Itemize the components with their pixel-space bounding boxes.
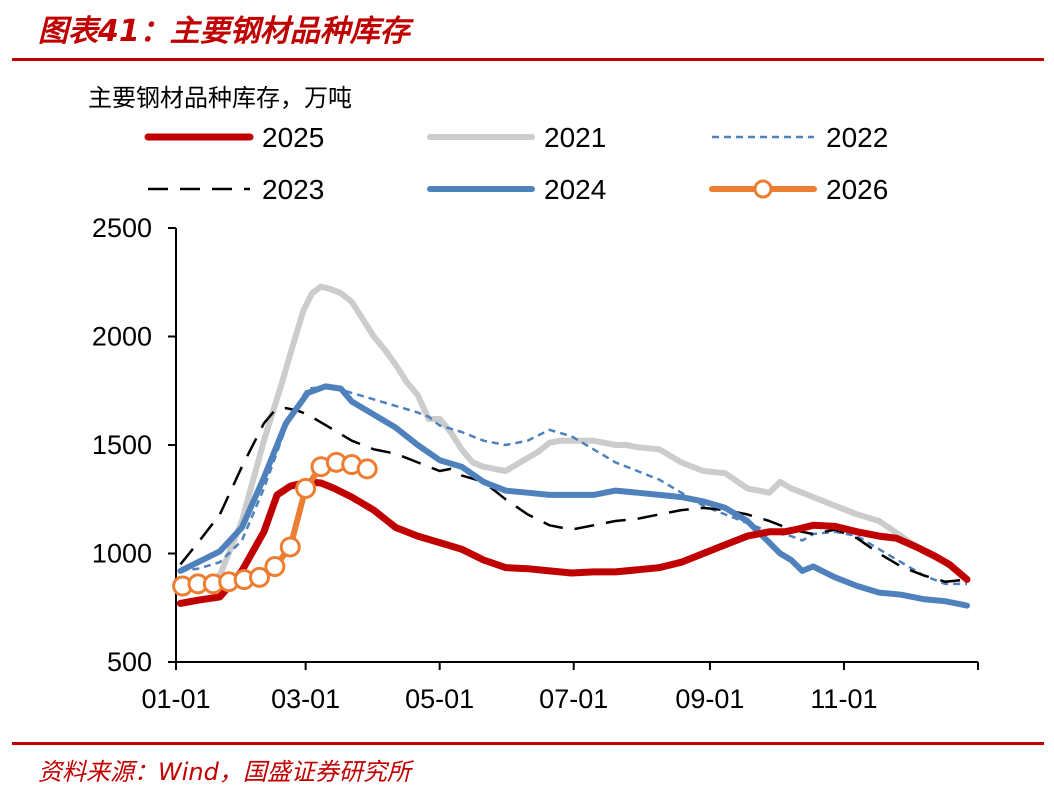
legend: 2025 2021 2022 2023 2024 2026 <box>144 122 888 205</box>
legend-label-2023: 2023 <box>262 174 324 205</box>
legend-label-2021: 2021 <box>544 122 606 153</box>
x-tick-label: 11-01 <box>810 684 877 714</box>
axes <box>175 228 978 663</box>
series-marker-2026 <box>248 566 270 588</box>
footer-divider <box>12 742 1044 745</box>
legend-label-2022: 2022 <box>826 122 888 153</box>
series-group <box>172 283 971 609</box>
series-marker-2026 <box>295 477 317 499</box>
legend-label-2026: 2026 <box>826 174 888 205</box>
y-tick-label: 2500 <box>92 213 152 243</box>
y-tick-label: 1000 <box>92 539 152 569</box>
series-line-2023 <box>179 406 968 583</box>
series-marker-2026 <box>279 536 301 558</box>
title-divider <box>12 58 1044 61</box>
legend-marker-2026 <box>753 179 773 199</box>
source-note: 资料来源：Wind，国盛证券研究所 <box>38 758 411 786</box>
x-tick-label: 01-01 <box>141 684 210 714</box>
legend-label-2024: 2024 <box>544 174 606 205</box>
y-tick-label: 1500 <box>92 430 152 460</box>
series-line-2022 <box>180 385 967 586</box>
figure-title: 图表41：主要钢材品种库存 <box>38 14 410 49</box>
y-tick-label: 500 <box>107 647 152 677</box>
legend-label-2025: 2025 <box>262 122 324 153</box>
x-ticks: 01-01 03-01 05-01 07-01 09-01 11-01 <box>141 662 979 714</box>
series-marker-2026 <box>264 556 286 578</box>
x-tick-label: 03-01 <box>271 684 340 714</box>
y-ticks: 500 1000 1500 2000 2500 <box>92 213 176 677</box>
series-marker-2026 <box>356 458 378 480</box>
y-axis-label: 主要钢材品种库存，万吨 <box>88 84 352 112</box>
series-line-2024 <box>177 383 970 609</box>
x-tick-label: 09-01 <box>675 684 744 714</box>
x-tick-label: 05-01 <box>405 684 474 714</box>
y-tick-label: 2000 <box>92 322 152 352</box>
series-line-2021 <box>177 283 970 592</box>
x-tick-label: 07-01 <box>539 684 608 714</box>
